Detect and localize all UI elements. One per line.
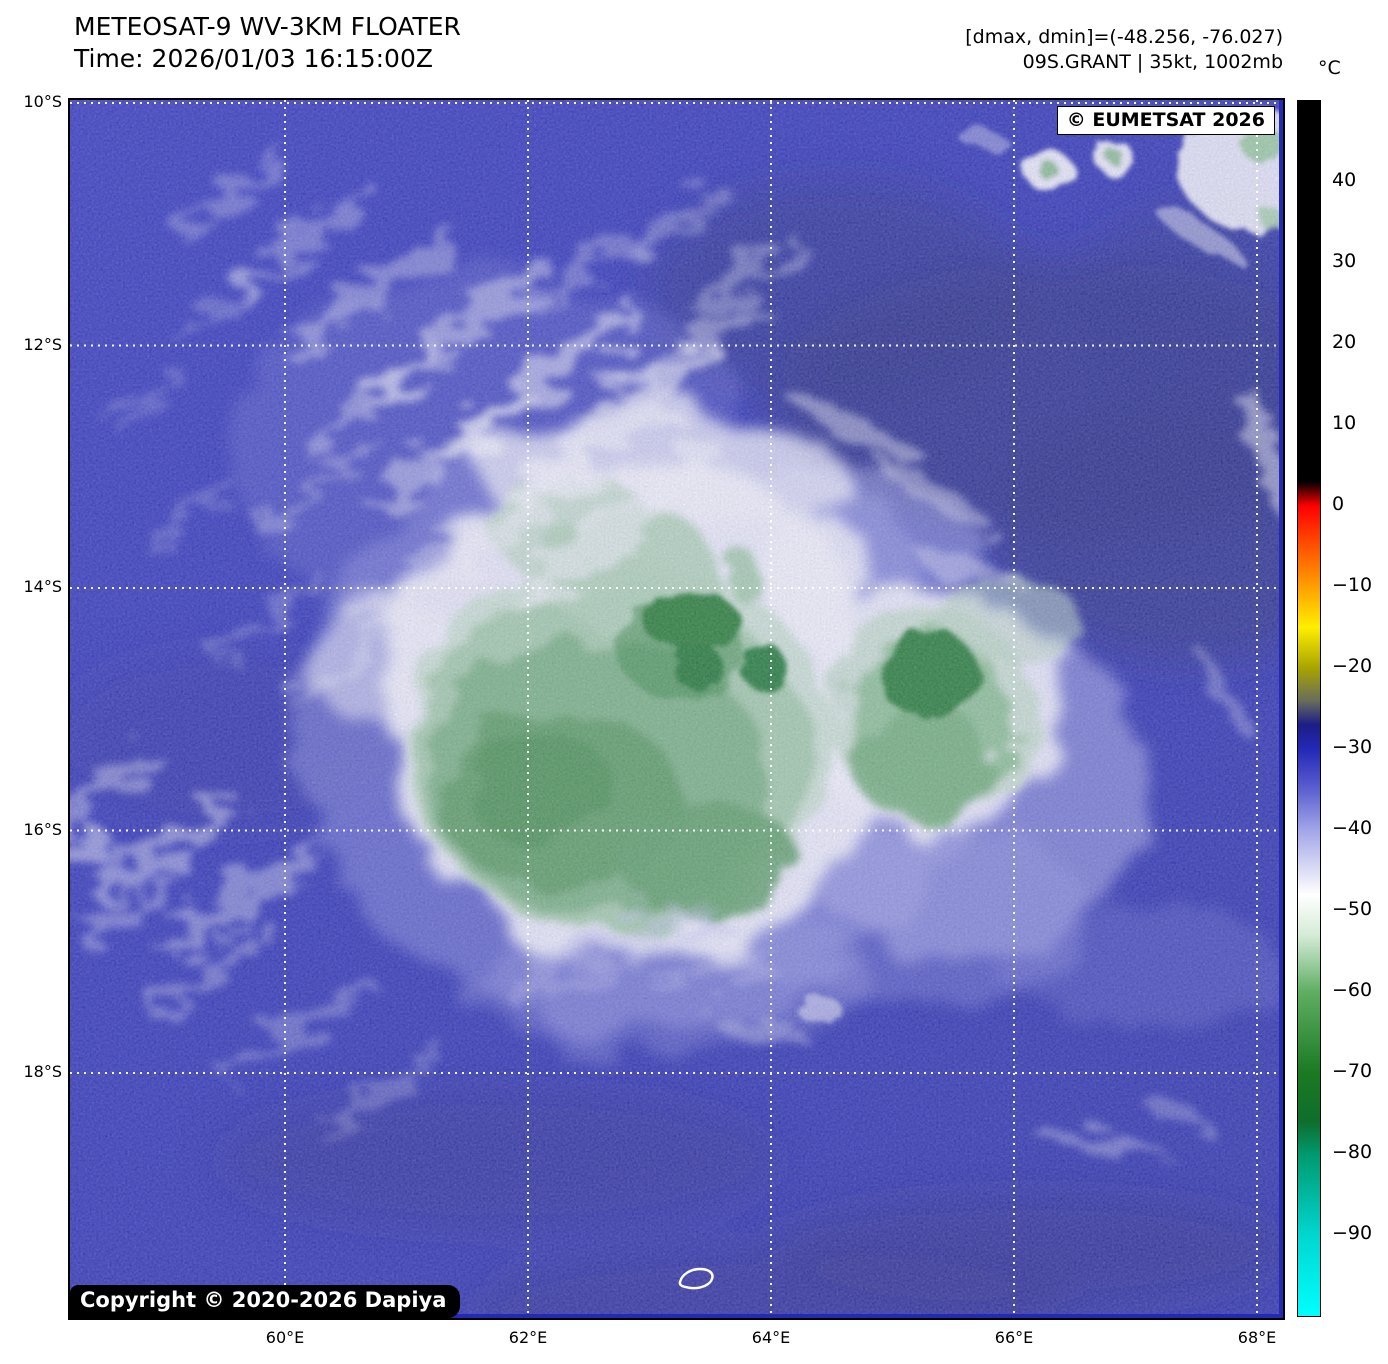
water-vapor-imagery — [70, 100, 1279, 1314]
y-axis-tick-label: 14°S — [23, 577, 62, 596]
figure-timestamp: Time: 2026/01/03 16:15:00Z — [74, 44, 433, 73]
colorbar-tick-label: 30 — [1332, 250, 1357, 272]
colorbar-tick-label: 40 — [1332, 169, 1357, 191]
colorbar-tick-label: −20 — [1332, 655, 1373, 677]
colorbar-tick-label: −60 — [1332, 979, 1373, 1001]
y-axis-tick-label: 10°S — [23, 92, 62, 111]
colorbar-unit-label: °C — [1318, 57, 1341, 79]
colorbar-tick-label: −70 — [1332, 1060, 1373, 1082]
x-axis-tick-label: 66°E — [994, 1328, 1034, 1347]
x-axis-tick-label: 60°E — [265, 1328, 305, 1347]
colorbar-tick-label: −80 — [1332, 1141, 1373, 1163]
colorbar-tick-label: −10 — [1332, 574, 1373, 596]
storm-info-annotation: 09S.GRANT | 35kt, 1002mb — [1022, 51, 1283, 73]
grain-dark — [70, 100, 1279, 1314]
x-axis-tick-label: 62°E — [508, 1328, 548, 1347]
figure-title: METEOSAT-9 WV-3KM FLOATER — [74, 12, 461, 41]
y-axis-tick-label: 16°S — [23, 819, 62, 839]
colorbar-tick-label: −30 — [1332, 736, 1373, 758]
temperature-colorbar — [1297, 100, 1321, 1317]
colorbar-tick-label: −90 — [1332, 1222, 1373, 1244]
island-coastline-outline — [678, 1267, 714, 1290]
y-axis-tick-label: 18°S — [23, 1062, 62, 1081]
x-axis-tick-label: 64°E — [751, 1328, 791, 1347]
colorbar-tick-label: −50 — [1332, 898, 1373, 920]
colorbar-tick-label: 0 — [1332, 493, 1345, 515]
x-axis-tick-label: 68°E — [1237, 1328, 1277, 1347]
eumetsat-watermark: © EUMETSAT 2026 — [1056, 106, 1275, 135]
copyright-badge: Copyright © 2020-2026 Dapiya — [70, 1285, 461, 1318]
colorbar-tick-label: −40 — [1332, 817, 1373, 839]
colorbar-tick-label: 20 — [1332, 331, 1357, 353]
satellite-map-panel: © EUMETSAT 2026 Copyright © 2020-2026 Da… — [68, 98, 1285, 1320]
colorbar-tick-label: 10 — [1332, 412, 1357, 434]
y-axis-tick-label: 12°S — [23, 334, 62, 354]
dmax-dmin-annotation: [dmax, dmin]=(-48.256, -76.027) — [965, 26, 1283, 48]
